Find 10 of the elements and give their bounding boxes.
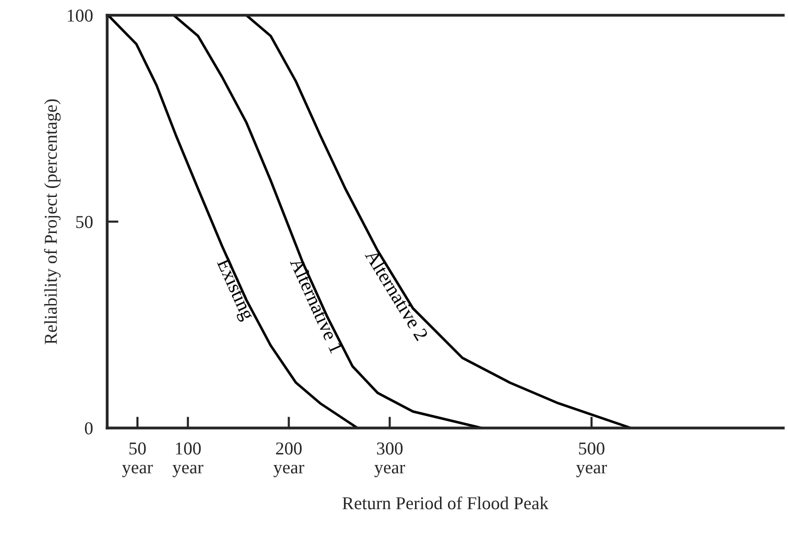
y-tick-label: 0 bbox=[84, 422, 93, 434]
x-tick-label: 100 year bbox=[172, 442, 204, 478]
x-tick-label: 200 year bbox=[273, 442, 304, 478]
x-axis-title: Return Period of Flood Peak bbox=[342, 496, 549, 510]
y-tick-label: 50 bbox=[76, 216, 93, 228]
y-tick-label: 100 bbox=[68, 10, 93, 22]
x-tick-label: 50 year bbox=[122, 442, 153, 478]
y-axis-title: Reliability of Project (percentage) bbox=[44, 99, 61, 344]
x-tick-label: 300 year bbox=[374, 442, 406, 478]
x-tick-label: 500 year bbox=[576, 442, 607, 478]
